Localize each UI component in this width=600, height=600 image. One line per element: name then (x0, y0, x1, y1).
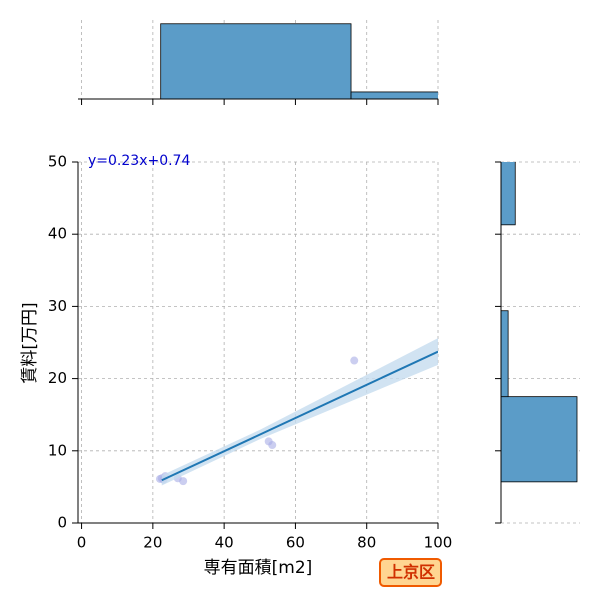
y-axis-label: 賃料[万円] (20, 302, 40, 383)
point (179, 477, 188, 486)
y-tick-label: 10 (48, 441, 67, 459)
regression-line (161, 350, 438, 482)
x-tick-label: 80 (357, 534, 376, 552)
bar (500, 310, 509, 398)
y-tick-label: 0 (57, 514, 67, 532)
badge-box (379, 558, 442, 587)
y-tick-label: 30 (48, 297, 67, 315)
x-tick-label: 100 (424, 534, 453, 552)
y-tick-label: 50 (48, 153, 67, 171)
y-tick-label: 40 (48, 225, 67, 243)
badge: 上京区 (387, 563, 435, 582)
annotation: y=0.23x+0.74 (88, 153, 190, 169)
point (350, 356, 359, 365)
bar (500, 162, 516, 226)
right-hist (500, 162, 578, 483)
bar (500, 396, 578, 483)
top-hist (160, 23, 438, 100)
x-tick-label: 40 (215, 534, 234, 552)
x-tick-label: 0 (77, 534, 87, 552)
y-tick-label: 20 (48, 369, 67, 387)
confidence-band (161, 338, 438, 486)
bar (160, 23, 352, 100)
bar (350, 91, 438, 100)
x-axis-label: 専有面積[m2] (204, 558, 313, 578)
x-tick-label: 60 (286, 534, 305, 552)
x-tick-label: 20 (143, 534, 162, 552)
plot-area (155, 338, 438, 486)
point (268, 441, 277, 450)
